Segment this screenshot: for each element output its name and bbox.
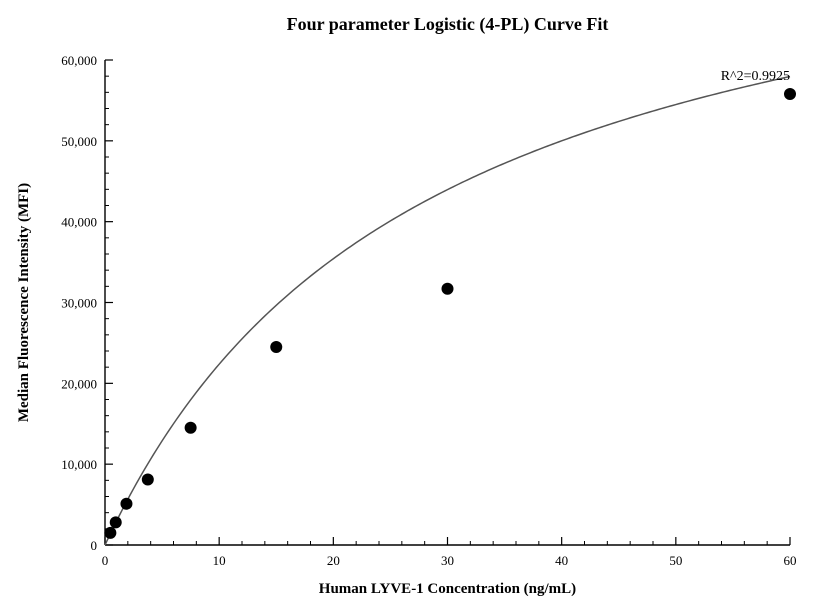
x-tick-label: 0 xyxy=(102,553,109,568)
x-tick-label: 20 xyxy=(327,553,340,568)
y-tick-label: 60,000 xyxy=(61,53,97,68)
data-point xyxy=(784,88,796,100)
data-point xyxy=(120,498,132,510)
x-tick-label: 10 xyxy=(213,553,226,568)
x-tick-label: 50 xyxy=(669,553,682,568)
x-tick-label: 60 xyxy=(784,553,797,568)
x-tick-label: 30 xyxy=(441,553,454,568)
y-axis-label: Median Fluorescence Intensity (MFI) xyxy=(16,183,32,422)
y-tick-label: 30,000 xyxy=(61,296,97,311)
data-point xyxy=(104,527,116,539)
data-point xyxy=(442,283,454,295)
y-tick-label: 50,000 xyxy=(61,134,97,149)
data-point xyxy=(142,474,154,486)
y-tick-label: 40,000 xyxy=(61,215,97,230)
y-tick-label: 20,000 xyxy=(61,376,97,391)
chart-background xyxy=(0,0,830,616)
chart-container: Four parameter Logistic (4-PL) Curve Fit… xyxy=(0,0,830,616)
chart-svg: Four parameter Logistic (4-PL) Curve Fit… xyxy=(0,0,830,616)
y-tick-label: 10,000 xyxy=(61,457,97,472)
x-tick-label: 40 xyxy=(555,553,568,568)
data-point xyxy=(270,341,282,353)
r2-annotation: R^2=0.9925 xyxy=(721,69,790,84)
x-axis-label: Human LYVE-1 Concentration (ng/mL) xyxy=(319,581,576,597)
y-tick-label: 0 xyxy=(91,538,98,553)
data-point xyxy=(110,516,122,528)
data-point xyxy=(185,422,197,434)
chart-title: Four parameter Logistic (4-PL) Curve Fit xyxy=(287,14,609,35)
